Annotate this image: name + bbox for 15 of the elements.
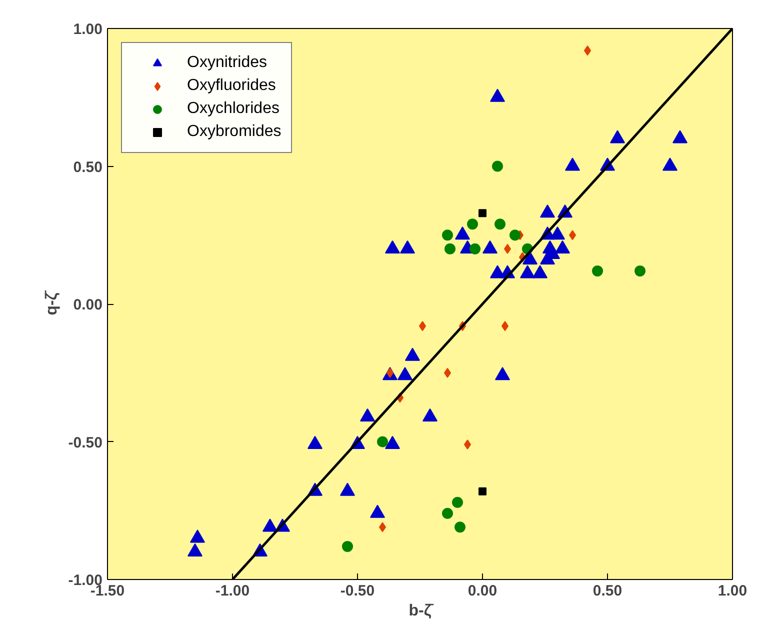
x-tick-label: 0.50 [592, 582, 622, 600]
y-tick-label: 0.00 [73, 296, 103, 314]
legend-label: Oxyfluorides [187, 77, 276, 95]
y-tick-label: 1.00 [73, 21, 103, 38]
legend-label: Oxynitrides [187, 54, 268, 72]
x-tick-label: 1.00 [718, 582, 748, 600]
x-tick-label: -0.50 [340, 582, 375, 600]
y-tick-label: 0.50 [73, 158, 103, 176]
y-axis-title: q-ζ̄ [43, 290, 60, 316]
y-tick-label: -0.50 [68, 434, 103, 452]
legend-label: Oxychlorides [187, 100, 280, 118]
x-tick-label: -1.00 [215, 582, 250, 600]
x-tick-label: 0.00 [468, 582, 498, 600]
x-axis-title: b-ζ̄ [408, 602, 434, 620]
legend-label: Oxybromides [187, 123, 282, 141]
